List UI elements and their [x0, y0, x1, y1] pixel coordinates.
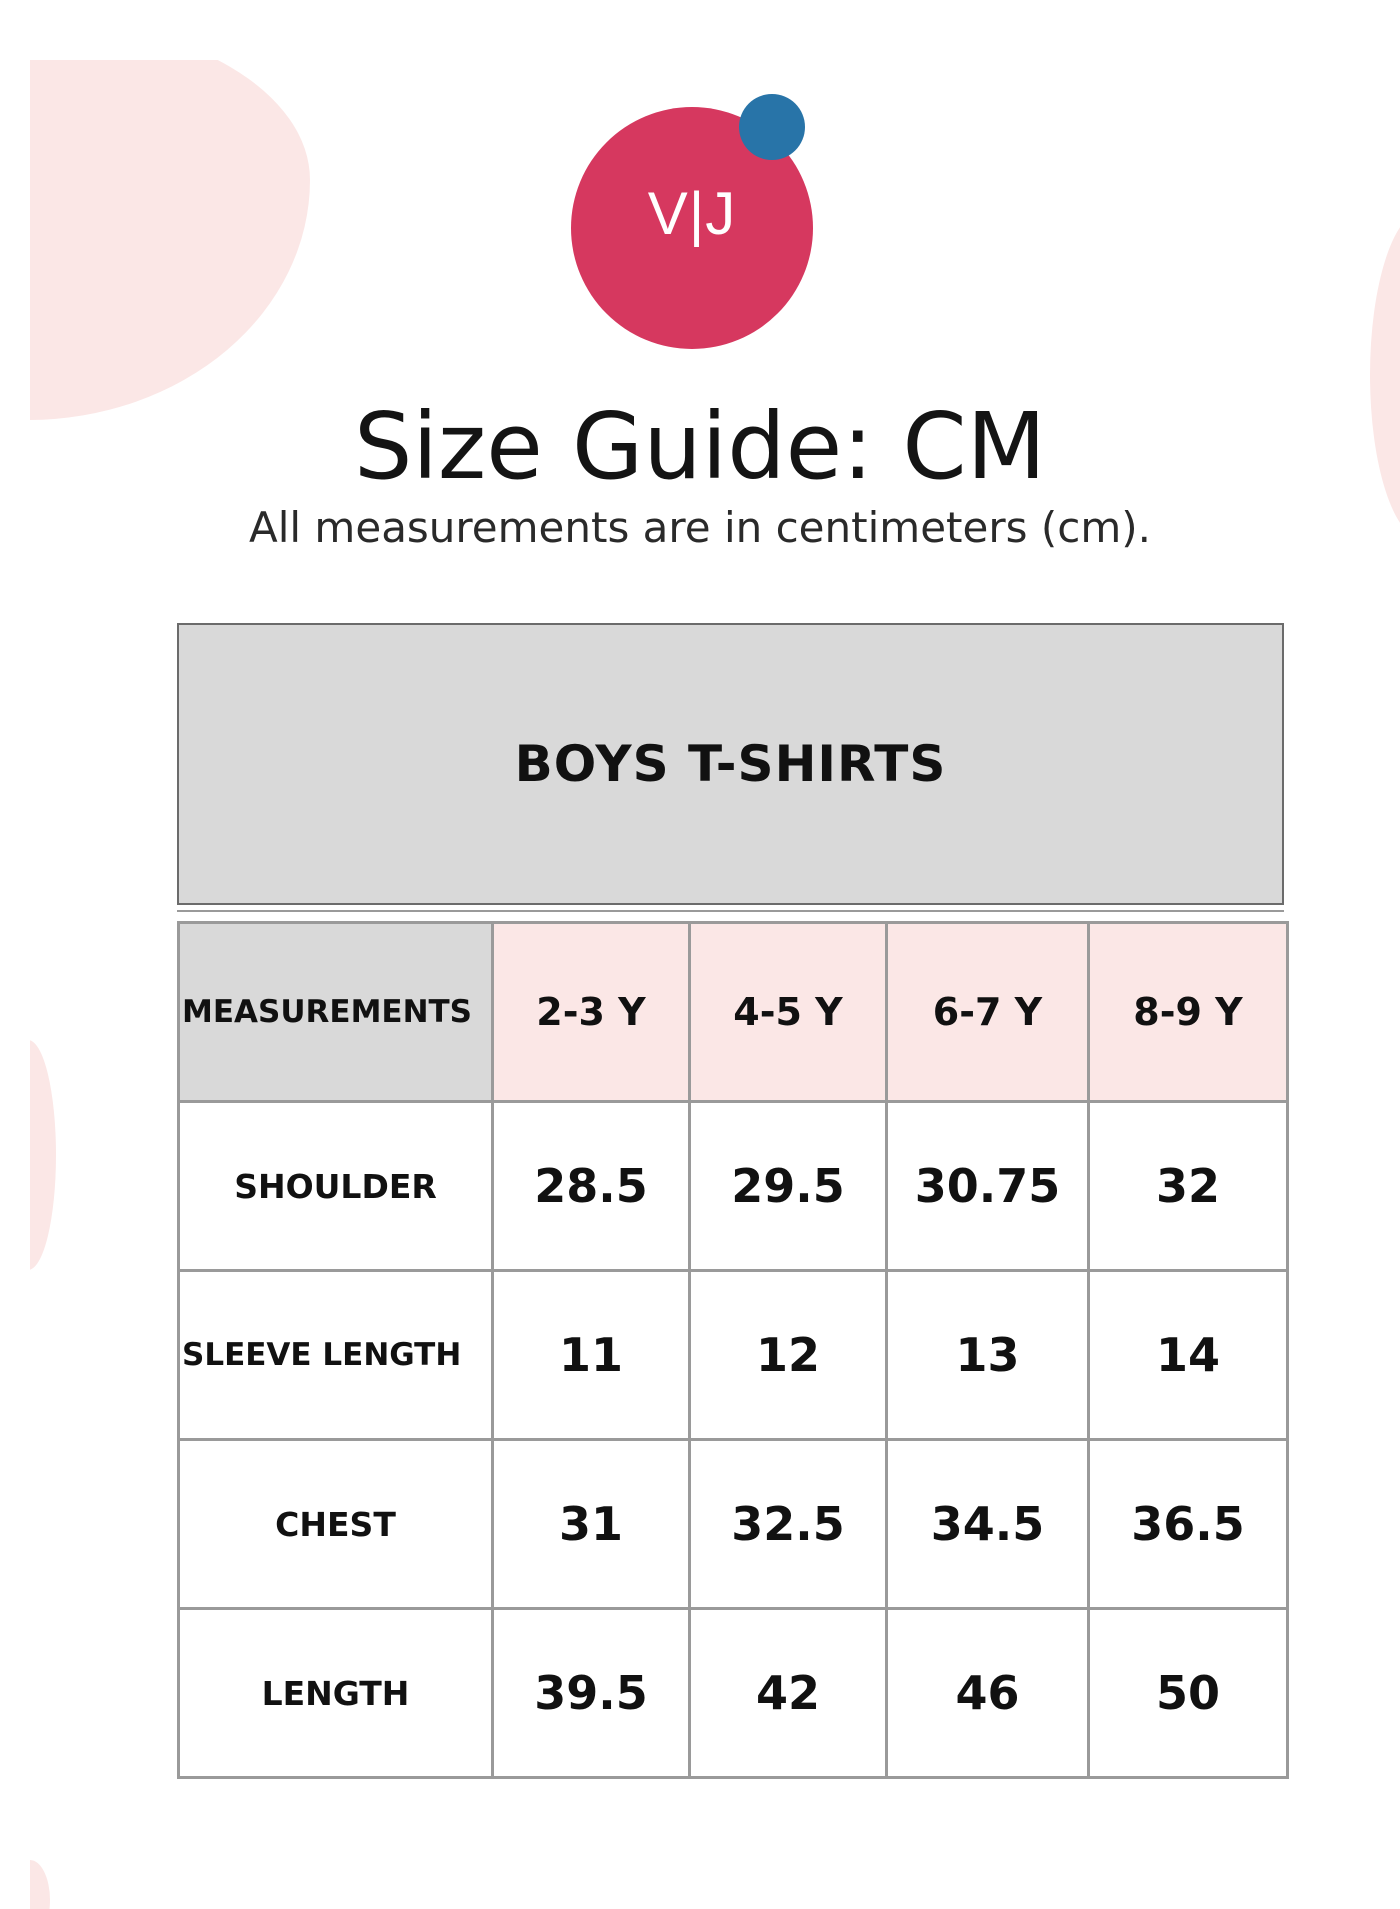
size-header-cell: 4-5 Y — [688, 921, 888, 1103]
divider — [177, 910, 1284, 912]
row-label-cell: LENGTH — [177, 1607, 494, 1779]
value-cell: 32 — [1087, 1100, 1289, 1272]
table-row: SHOULDER 28.5 29.5 30.75 32 — [177, 1100, 1289, 1272]
row-label-cell: SHOULDER — [177, 1100, 494, 1272]
size-header-cell: 2-3 Y — [491, 921, 691, 1103]
value-cell: 12 — [688, 1269, 888, 1441]
table-title: BOYS T-SHIRTS — [514, 735, 947, 793]
value-cell: 50 — [1087, 1607, 1289, 1779]
value-cell: 31 — [491, 1438, 691, 1610]
value-cell: 42 — [688, 1607, 888, 1779]
table-row: SLEEVE LENGTH 11 12 13 14 — [177, 1269, 1289, 1441]
table-row: CHEST 31 32.5 34.5 36.5 — [177, 1438, 1289, 1610]
value-cell: 30.75 — [885, 1100, 1090, 1272]
value-cell: 29.5 — [688, 1100, 888, 1272]
table-title-banner: BOYS T-SHIRTS — [177, 623, 1284, 905]
brand-logo-dot-icon — [739, 94, 805, 160]
row-label-cell: SLEEVE LENGTH — [177, 1269, 494, 1441]
value-cell: 39.5 — [491, 1607, 691, 1779]
size-header-cell: 6-7 Y — [885, 921, 1090, 1103]
table-header-row: MEASUREMENTS 2-3 Y 4-5 Y 6-7 Y 8-9 Y — [177, 921, 1289, 1103]
decorative-blob — [30, 1040, 56, 1270]
measurements-header-cell: MEASUREMENTS — [177, 921, 494, 1103]
decorative-blob — [30, 1860, 50, 1909]
brand-logo-text: V|J — [647, 180, 737, 247]
decorative-blob — [30, 60, 310, 420]
size-header-cell: 8-9 Y — [1087, 921, 1289, 1103]
row-label-cell: CHEST — [177, 1438, 494, 1610]
page-title: Size Guide: CM — [353, 393, 1047, 500]
value-cell: 46 — [885, 1607, 1090, 1779]
value-cell: 34.5 — [885, 1438, 1090, 1610]
value-cell: 14 — [1087, 1269, 1289, 1441]
value-cell: 28.5 — [491, 1100, 691, 1272]
page-subtitle: All measurements are in centimeters (cm)… — [249, 503, 1151, 552]
table-row: LENGTH 39.5 42 46 50 — [177, 1607, 1289, 1779]
value-cell: 11 — [491, 1269, 691, 1441]
value-cell: 32.5 — [688, 1438, 888, 1610]
value-cell: 36.5 — [1087, 1438, 1289, 1610]
value-cell: 13 — [885, 1269, 1090, 1441]
size-table: MEASUREMENTS 2-3 Y 4-5 Y 6-7 Y 8-9 Y SHO… — [177, 921, 1289, 1779]
